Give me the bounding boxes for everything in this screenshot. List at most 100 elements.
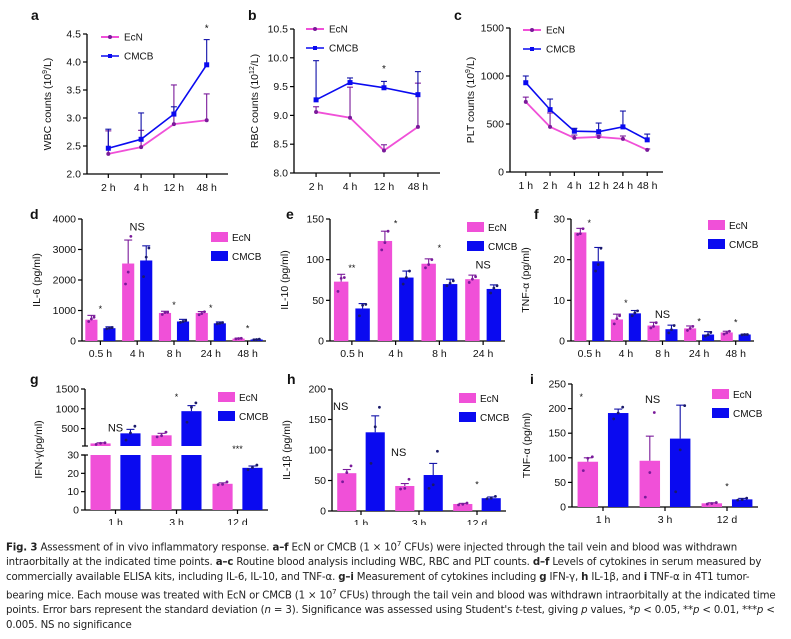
caption-text: EcN or CMCB (1 × 10 <box>288 542 398 554</box>
panel-i-data-point <box>705 502 709 506</box>
panel-g-significance: *** <box>232 444 243 454</box>
panel-c-x-tick-label: 2 h <box>543 180 558 192</box>
panel-i-bar-cmcb <box>669 438 691 507</box>
panel-h-significance: * <box>475 479 479 489</box>
panel-e-data-point <box>336 289 340 293</box>
panel-f-data-point <box>654 321 658 325</box>
panel-b-y-tick-label: 10.0 <box>268 52 289 64</box>
panel-a-x-tick-label: 2 h <box>101 182 116 194</box>
panel-i-data-point <box>612 417 616 421</box>
panel-f-data-point <box>704 334 707 338</box>
legend-ecn-swatch <box>467 222 484 232</box>
panel-c-x-tick-label: 12 h <box>588 180 609 192</box>
panel-f-data-point <box>686 329 689 332</box>
legend-cmcb-label: CMCB <box>488 242 518 253</box>
panel-b-significance: * <box>382 64 386 75</box>
caption-text: i <box>643 571 648 583</box>
panel-f-significance: * <box>697 316 701 326</box>
panel-i-data-point <box>643 495 647 499</box>
legend-ecn-label: EcN <box>239 393 258 404</box>
panel-h-bar-cmcb <box>365 432 385 511</box>
legend-ecn-marker <box>313 27 317 31</box>
panel-d-bar-ecn <box>122 263 135 341</box>
panel-d-data-point <box>200 312 204 315</box>
panel-g-ylabel: IFN-γ(pg/ml) <box>33 420 45 478</box>
panel-i-data-point <box>745 496 749 500</box>
panel-h-y-tick-label: 200 <box>308 384 326 396</box>
panel-h-data-point <box>494 494 497 498</box>
caption-fig-label: Fig. 3 <box>6 542 38 554</box>
panel-e-data-point <box>424 266 427 270</box>
panel-d-bar-cmcb <box>176 321 190 341</box>
panel-i-y-tick-label: 50 <box>554 477 566 489</box>
panel-g-significance: NS <box>108 422 123 434</box>
panel-i-bar-cmcb <box>607 413 629 507</box>
legend-cmcb-swatch <box>218 411 235 421</box>
panel-h-data-point <box>349 464 353 468</box>
panel-f-data-point <box>581 227 585 231</box>
panel-b-point-cmcb <box>313 97 319 103</box>
panel-e-data-point <box>408 269 411 273</box>
panel-h-data-point <box>403 487 407 490</box>
caption-text: IL-1β, and <box>588 571 644 583</box>
panel-a: a 2.0 2.5 3.0 3.5 4.0 4.5 WBC counts (109/L) 2 h… <box>31 7 228 194</box>
panel-d-data-point <box>126 270 130 274</box>
legend-cmcb-marker <box>108 54 112 58</box>
panel-f-data-point <box>722 332 726 336</box>
panel-e-bar-cmcb <box>355 308 370 341</box>
panel-i-data-point <box>674 490 678 494</box>
panel-g-bar-ecn <box>151 435 172 446</box>
panel-g-data-point <box>190 405 193 409</box>
panel-c-series-cmcb <box>525 82 648 141</box>
panel-i-significance: * <box>725 481 729 491</box>
panel-h-data-point <box>485 497 489 501</box>
panel-i-data-point <box>740 498 744 502</box>
legend-ecn-label: EcN <box>488 223 507 234</box>
panel-f-y-tick-label: 20 <box>553 254 565 266</box>
panel-d-data-point <box>237 337 240 340</box>
figure-caption: Fig. 3 Assessment of in vivo inflammator… <box>6 537 786 633</box>
panel-d-bar-ecn <box>85 319 98 341</box>
panel-i-significance: NS <box>645 394 660 406</box>
panel-f-bar-ecn <box>610 319 623 341</box>
panel-c-point-ecn <box>620 136 625 141</box>
panel-h-data-point <box>378 405 381 409</box>
panel-d-data-point <box>178 320 182 324</box>
panel-f-data-point <box>672 324 676 327</box>
panel-g-bar-cmcb-lower <box>181 455 202 510</box>
panel-e-significance: * <box>438 243 442 253</box>
panel-g: g 500 1000 1500 0 10 20 30 IFN-γ(pg/ml) 1 h 3 h 12 … <box>30 371 269 525</box>
panel-i-data-point <box>621 405 625 409</box>
legend-cmcb-swatch <box>708 239 725 249</box>
panel-b: b 8.0 8.5 9.0 9.5 10.0 10.5 RBC counts (1012/L)… <box>248 7 440 193</box>
panel-i-bar-ecn <box>639 460 661 507</box>
panel-d-data-point <box>142 275 145 279</box>
panel-d-data-point <box>252 338 256 342</box>
panel-i-data-point <box>736 498 740 502</box>
panel-i-bar-cmcb <box>731 499 753 507</box>
panel-c-x-tick-label: 24 h <box>613 180 634 192</box>
panel-d-significance: * <box>99 304 103 314</box>
panel-f-data-point <box>670 328 673 332</box>
panel-d-x-tick-label: 8 h <box>167 348 182 360</box>
panel-d-bar-ecn <box>195 312 208 341</box>
legend-cmcb-label: CMCB <box>329 44 359 55</box>
caption-text: TNF-α in 4T1 tumor-bearing mice. Each mo… <box>6 571 750 602</box>
panel-b-x-tick-label: 48 h <box>408 181 429 193</box>
panel-d-bar-cmcb <box>140 260 153 341</box>
panel-e-data-point <box>358 314 361 318</box>
panel-a-y-tick-label: 4.5 <box>66 29 81 41</box>
legend-ecn-marker <box>530 28 534 32</box>
legend-cmcb-swatch <box>712 408 729 418</box>
panel-b-x-tick-label: 2 h <box>309 181 324 193</box>
panel-f-data-point <box>691 324 695 328</box>
panel-e-data-point <box>430 258 434 262</box>
panel-i-ylabel: TNF-α (pg/ml) <box>521 413 533 479</box>
ylabel-superscript: 9 <box>465 69 472 73</box>
panel-b-point-ecn <box>348 115 353 120</box>
panel-b-point-cmcb <box>347 80 353 86</box>
panel-e-label: e <box>286 206 294 222</box>
panel-e-data-point <box>427 263 431 266</box>
panel-e-bar-cmcb <box>399 277 414 341</box>
panel-g-upper-y-tick-label: 1000 <box>56 403 80 415</box>
